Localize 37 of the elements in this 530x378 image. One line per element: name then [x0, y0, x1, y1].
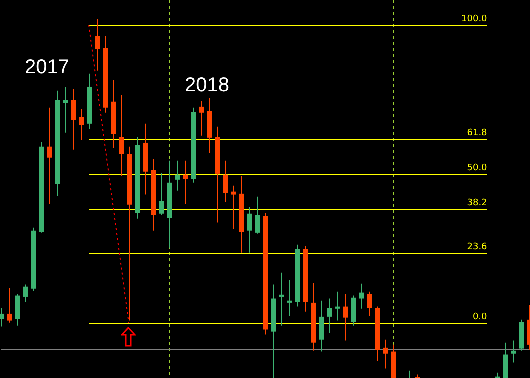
candlestick: [79, 108, 84, 140]
ref-line-label: 100.0: [462, 14, 488, 24]
candlestick: [23, 284, 28, 303]
candlestick: [503, 342, 508, 378]
candlestick: [71, 88, 76, 150]
candlestick: [367, 291, 372, 317]
candlestick: [47, 107, 52, 205]
candlestick: [63, 86, 68, 134]
candlestick: [119, 94, 124, 177]
candlestick: [223, 160, 228, 202]
candlestick: [359, 283, 364, 310]
candlestick: [287, 280, 292, 317]
annotation: 2017: [25, 56, 70, 79]
candlestick: [511, 340, 516, 364]
candlestick: [247, 206, 252, 254]
candlestick: [343, 294, 348, 342]
candlestick: [319, 300, 324, 352]
candlestick: [7, 288, 12, 324]
ref-line-label: 0.0: [472, 312, 488, 322]
ref-line-label: 50.0: [467, 163, 488, 174]
candlestick: [15, 294, 20, 326]
ref-line-label: 38.2: [467, 198, 488, 208]
candlestick: [327, 298, 332, 334]
candlestick: [255, 196, 260, 234]
annotation: 2018: [185, 74, 230, 97]
candlestick: [231, 185, 236, 230]
candlestick: [159, 172, 164, 216]
candlestick: [383, 339, 388, 370]
candlestick: [0, 308, 4, 328]
ref-line-label: 61.8: [467, 128, 488, 138]
ref-line-label: 23.6: [467, 242, 488, 252]
candlestick: [175, 160, 180, 192]
candlestick: [183, 160, 188, 205]
candlestick: [95, 18, 100, 72]
candlestick: [199, 100, 204, 136]
candlestick: [279, 272, 284, 326]
candlestick: [335, 291, 340, 322]
